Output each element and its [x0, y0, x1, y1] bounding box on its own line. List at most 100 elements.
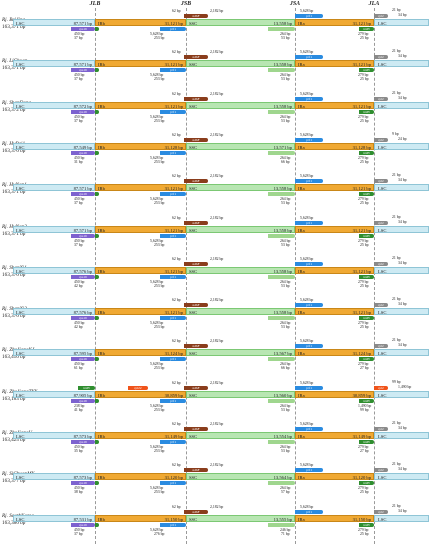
rps19-gene: rps19: [71, 316, 95, 321]
lsc-region: LSC 87,573 bp: [13, 473, 95, 481]
jla-top-bp: 21 bp: [392, 503, 401, 508]
lsc-end-label: LSC: [378, 475, 387, 481]
irb-label: IRb: [98, 310, 105, 316]
lsc-end-region: LSC: [374, 349, 429, 357]
jla-top-bp: 9 bp: [392, 131, 399, 136]
rps19-ir-gene: [95, 192, 99, 197]
jsb-mid-bp: 253 bp: [154, 159, 165, 164]
ycf1-fragment-gene: ycf1: [160, 316, 186, 321]
jla-left1-bp: 279 bp: [358, 73, 369, 78]
lsc-end-region: LSC: [374, 19, 429, 26]
irb-label: IRb: [98, 227, 105, 233]
lsc-length: 87,571 bp: [73, 62, 92, 68]
irb-length: 31,124 bp: [164, 351, 183, 357]
jsa-mid-bp: 53 bp: [281, 118, 290, 123]
rps19-gene: rps19: [71, 27, 95, 31]
ssc-region: SSC 13,560 bp: [186, 390, 295, 398]
genome-size: 163,425 bp: [2, 437, 26, 443]
jsb-left-bp: 5,628 bp: [150, 527, 164, 532]
species-row: Rj. SouthKorea 163,386 bp LSC 87,531 bp …: [0, 504, 431, 537]
ndhF-gene: ndhF: [184, 385, 208, 390]
species-row: Rj. ShanXi2 163,376 bp LSC 87,576 bp IRb…: [0, 297, 431, 330]
jsb-left-bp: 5,628 bp: [150, 114, 164, 119]
trnH-gene: trnH: [359, 440, 374, 444]
ira-label: IRa: [298, 186, 305, 192]
ira-length: 31,121 bp: [352, 186, 371, 192]
ssc-region: SSC 13,558 bp: [186, 19, 295, 26]
jla-left2-bp: 27 bp: [360, 449, 369, 453]
irb-length: 31,121 bp: [164, 227, 183, 233]
lsc-label: LSC: [16, 475, 25, 481]
ycf1-fragment-gene: ycf1: [160, 109, 186, 114]
irb-label: IRb: [98, 434, 105, 439]
ycf1-jsa-left-gene: [268, 150, 295, 155]
lsc-label: LSC: [16, 103, 25, 109]
ycf1-fragment-gene: ycf1: [160, 68, 186, 73]
rps19-outer-bp: 450 bp: [74, 321, 85, 326]
ndhF-top-bp: 62 bp: [172, 91, 181, 96]
lsc-end-label: LSC: [378, 21, 387, 26]
trnH-gene: trnH: [359, 481, 374, 486]
species-row: Rj. HuNan2 163,371 bp LSC 87,571 bp IRb …: [0, 215, 431, 248]
jla-left2-bp: 25 bp: [360, 490, 369, 495]
irb-length: 31,121 bp: [164, 21, 183, 26]
rpl2-gene: rpl2: [374, 55, 388, 60]
ssc-label: SSC: [189, 62, 198, 68]
lsc-length: 87,905 bp: [73, 392, 92, 398]
irb-length: 31,121 bp: [164, 310, 183, 316]
ndhF-gene: ndhF: [184, 344, 208, 349]
jsb-mid-bp: 253 bp: [154, 118, 165, 123]
genome-size: 163,371 bp: [2, 65, 26, 72]
lsc-region: LSC 87,576 bp: [13, 266, 95, 274]
ssc-region: SSC 13,558 bp: [186, 266, 295, 274]
rps19-ir-gene: [95, 109, 99, 114]
lsc-region: LSC 87,531 bp: [13, 514, 95, 522]
jsb-mid-bp: 253 bp: [154, 449, 165, 453]
ssc-length: 13,554 bp: [273, 434, 292, 439]
lsc-region: LSC 87,573 bp: [13, 432, 95, 439]
irb-region: IRb 31,121 bp: [95, 184, 186, 192]
ycf1-jsa-left-gene: [268, 192, 295, 197]
ycf1-jsa-left-gene: [268, 440, 295, 444]
ira-label: IRa: [298, 392, 305, 398]
ndhF-top-bp: 62 bp: [172, 380, 181, 385]
rps19-outer-bp: 450 bp: [74, 238, 85, 243]
ndhF-top-bp: 62 bp: [172, 339, 181, 344]
jsa-left-bp: 264 bp: [280, 403, 291, 408]
irb-region: IRb 31,121 bp: [95, 266, 186, 274]
irb-length: 31,121 bp: [164, 62, 183, 68]
lsc-region: LSC 87,572 bp: [13, 101, 95, 109]
ira-length: 31,150 bp: [352, 516, 371, 522]
ycf1-top-bp: 5,628 bp: [300, 50, 314, 55]
jsa-mid-bp: 53 bp: [281, 283, 290, 288]
ssc-length: 13,558 bp: [273, 186, 292, 192]
ira-label: IRa: [298, 268, 305, 274]
jla-left2-bp: 27 bp: [360, 366, 369, 371]
jsb-mid-bp: 253 bp: [154, 36, 165, 40]
lsc-label: LSC: [16, 516, 25, 522]
rps19-outer-bp: 450 bp: [74, 114, 85, 119]
jsa-mid-bp: 57 bp: [281, 490, 290, 495]
ira-length: 31,121 bp: [352, 268, 371, 274]
rps19-gene: rps19: [71, 440, 95, 444]
jsb-left-bp: 5,628 bp: [150, 321, 164, 326]
ndhF-top-bp: 62 bp: [172, 9, 181, 13]
ssc-label: SSC: [189, 351, 198, 357]
ycf1-jsa-left-gene: [268, 274, 295, 279]
rps19-inner-bp: 37 bp: [74, 36, 83, 40]
ssc-region: SSC 13,558 bp: [186, 101, 295, 109]
irb-length: 31,121 bp: [164, 103, 183, 109]
rps19-inner-bp: 31 bp: [74, 159, 83, 164]
trnH-gene: trnH: [359, 233, 374, 238]
species-row: Rj. HuNan1 163,371 bp LSC 87,571 bp IRb …: [0, 173, 431, 206]
rps19-ir-gene: [95, 357, 99, 362]
species-row: Rj. ShanXi1 163,376 bp LSC 87,576 bp IRb…: [0, 256, 431, 289]
ndhF-top2-bp: 2,182 bp: [210, 504, 224, 509]
irb-region: IRb 30,859 bp: [95, 390, 186, 398]
rps19-ir-gene: [95, 27, 99, 31]
ssc-region: SSC 13,567 bp: [186, 349, 295, 357]
irb-region: IRb 31,121 bp: [95, 19, 186, 26]
rpl2-gene: rpl2: [374, 261, 388, 266]
lsc-length: 87,576 bp: [73, 268, 92, 274]
ycf1-jsa-left-gene: [268, 522, 295, 527]
